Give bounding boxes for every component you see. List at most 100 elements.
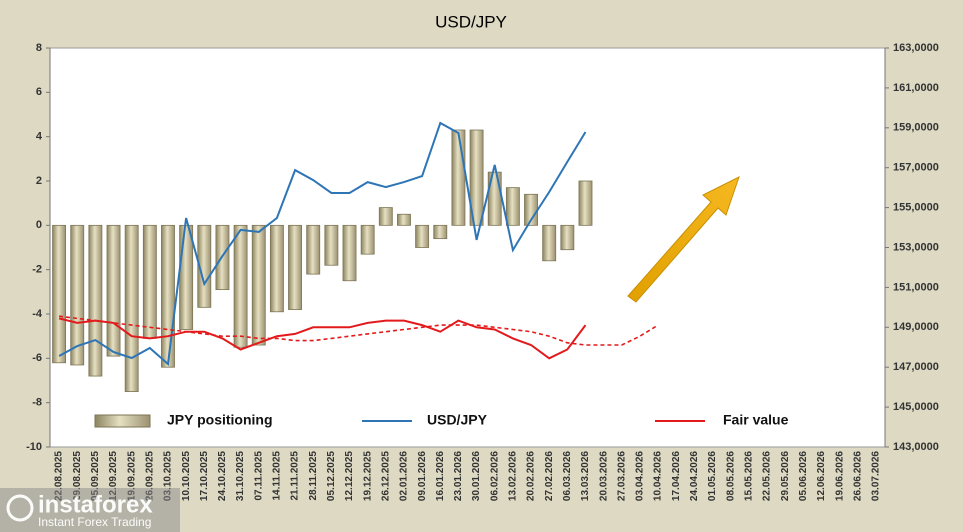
x-tick-label: 13.02.2026: [508, 451, 519, 501]
bar: [342, 224, 357, 282]
bar: [179, 224, 194, 330]
x-tick-label: 28.11.2025: [308, 451, 319, 501]
x-tick-label: 31.10.2025: [235, 451, 246, 501]
y-tick-label: -10: [26, 441, 42, 453]
x-tick-label: 23.01.2026: [453, 451, 464, 501]
y2-tick-label: 149,0000: [893, 321, 939, 333]
x-tick-label: 27.02.2026: [544, 451, 555, 501]
bar: [251, 224, 266, 346]
x-tick-label: 21.11.2025: [290, 451, 301, 501]
bar: [88, 224, 103, 377]
x-tick-label: 10.04.2026: [653, 451, 664, 501]
y2-tick-label: 145,0000: [893, 401, 939, 413]
y-tick-label: 6: [36, 86, 42, 98]
x-tick-label: 30.01.2026: [471, 451, 482, 501]
legend-label: USD/JPY: [427, 412, 488, 428]
bar: [106, 224, 121, 357]
line: [58, 121, 587, 366]
bar: [161, 224, 175, 368]
y2-tick-label: 157,0000: [893, 162, 939, 174]
x-tick-label: 20.02.2026: [526, 451, 537, 501]
y2-tick-label: 153,0000: [893, 241, 939, 253]
bar: [469, 129, 484, 226]
bar: [397, 213, 411, 226]
y2-tick-label: 155,0000: [893, 202, 939, 214]
x-tick-label: 12.12.2025: [344, 451, 355, 501]
x-tick-label: 14.11.2025: [272, 451, 283, 501]
trend-arrow: [627, 176, 740, 303]
bar: [197, 224, 212, 308]
x-tick-label: 19.09.2025: [126, 451, 137, 501]
x-tick-label: 03.07.2026: [871, 451, 882, 501]
x-tick-label: 17.10.2025: [199, 451, 210, 501]
x-tick-label: 06.03.2026: [562, 451, 573, 501]
x-tick-label: 29.05.2026: [780, 451, 791, 501]
y-tick-label: -8: [32, 397, 42, 409]
watermark-bg: [0, 488, 180, 532]
x-tick-label: 09.01.2026: [417, 451, 428, 501]
y2-tick-label: 159,0000: [893, 122, 939, 134]
y2-tick-label: 163,0000: [893, 42, 939, 54]
y-tick-label: -6: [32, 352, 42, 364]
bar: [542, 224, 557, 262]
y-tick-label: -2: [32, 264, 42, 276]
x-tick-label: 12.09.2025: [108, 451, 119, 501]
x-tick-label: 16.01.2026: [435, 451, 446, 501]
legend-swatch: [94, 414, 151, 428]
x-tick-label: 13.03.2026: [580, 451, 591, 501]
watermark-logo: [6, 494, 34, 522]
watermark-brand: instaforex: [38, 491, 153, 518]
x-tick-label: 01.05.2026: [707, 451, 718, 501]
x-tick-label: 17.04.2026: [671, 451, 682, 501]
x-tick-label: 08.05.2026: [725, 451, 736, 501]
x-tick-label: 19.12.2025: [362, 451, 373, 501]
x-tick-label: 15.05.2026: [743, 451, 754, 501]
watermark-tagline: Instant Forex Trading: [38, 515, 151, 529]
x-tick-label: 22.05.2026: [762, 451, 773, 501]
bar: [70, 224, 85, 366]
x-tick-label: 05.09.2025: [90, 451, 101, 501]
y2-tick-label: 147,0000: [893, 361, 939, 373]
bar: [451, 129, 466, 226]
x-tick-label: 03.04.2026: [635, 451, 646, 501]
bar: [324, 224, 339, 266]
chart-title: USD/JPY: [435, 12, 507, 31]
bar: [233, 224, 248, 348]
line: [58, 317, 587, 360]
x-tick-label: 29.08.2025: [72, 451, 83, 501]
bar: [269, 224, 284, 313]
x-tick-label: 26.12.2025: [380, 451, 391, 501]
bar: [505, 187, 520, 226]
x-tick-label: 26.06.2026: [852, 451, 863, 501]
bar: [288, 224, 302, 310]
x-tick-label: 24.04.2026: [689, 451, 700, 501]
x-tick-label: 26.09.2025: [144, 451, 155, 501]
bar: [560, 224, 575, 251]
y2-tick-label: 143,0000: [893, 441, 939, 453]
bar: [415, 224, 430, 248]
x-tick-label: 20.03.2026: [598, 451, 609, 501]
y2-tick-label: 151,0000: [893, 281, 939, 293]
bar: [360, 224, 375, 255]
legend-label: JPY positioning: [167, 412, 273, 428]
legend-label: Fair value: [723, 412, 789, 428]
x-tick-label: 05.12.2025: [326, 451, 337, 501]
line-dashed: [59, 315, 659, 346]
y-tick-label: 4: [36, 131, 43, 143]
x-tick-label: 12.06.2026: [816, 451, 827, 501]
bar: [52, 224, 67, 364]
watermark: instaforex Instant Forex Trading: [0, 488, 180, 532]
x-tick-label: 27.03.2026: [616, 451, 627, 501]
x-tick-label: 05.06.2026: [798, 451, 809, 501]
plot: -10 -8 -6 -4 -2 0 2 4 6 8 143,0000 145,0000 147,0000…: [26, 42, 939, 501]
x-tick-label: 03.10.2025: [163, 451, 174, 501]
bar: [142, 224, 157, 339]
plot-area: [49, 47, 886, 448]
bar: [433, 224, 448, 240]
x-tick-label: 24.10.2025: [217, 451, 228, 501]
x-tick-label: 07.11.2025: [253, 451, 264, 501]
y-tick-label: 2: [36, 175, 42, 187]
x-tick-label: 10.10.2025: [181, 451, 192, 501]
y2-tick-label: 161,0000: [893, 82, 939, 94]
